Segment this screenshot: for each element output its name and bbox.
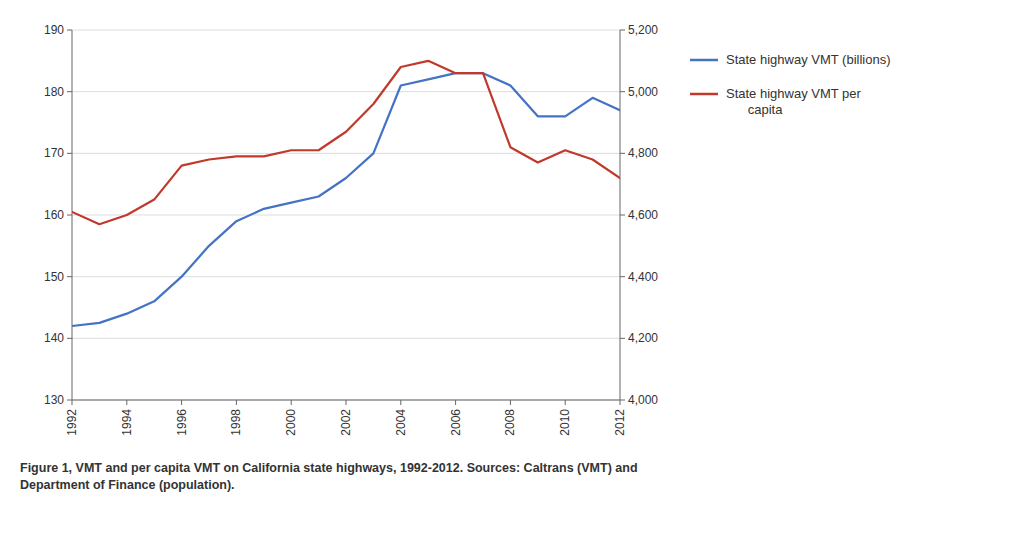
legend-swatch <box>690 59 718 62</box>
y2-tick-label: 4,000 <box>628 393 658 407</box>
y-tick <box>67 276 72 277</box>
x-tick <box>291 400 292 405</box>
y2-tick <box>620 400 625 401</box>
legend-swatch <box>690 93 718 96</box>
legend-label-line: capita <box>726 102 783 117</box>
caption-line: Figure 1, VMT and per capita VMT on Cali… <box>20 461 638 475</box>
y2-tick <box>620 215 625 216</box>
y2-tick <box>620 338 625 339</box>
y-tick-label: 160 <box>44 208 64 222</box>
y-tick-label: 180 <box>44 85 64 99</box>
y-tick <box>67 400 72 401</box>
x-tick-label: 2010 <box>558 409 572 436</box>
grid-line <box>72 215 620 216</box>
legend-label: State highway VMT per capita <box>726 86 862 117</box>
series-line <box>72 61 620 224</box>
x-tick-label: 2012 <box>613 409 627 436</box>
caption: Figure 1, VMT and per capita VMT on Cali… <box>20 461 638 492</box>
x-tick <box>455 400 456 405</box>
x-tick-label: 2004 <box>394 409 408 436</box>
axes: 1992 1994 1996 1998 2000 2002 2004 2006 2008 2010… <box>44 23 658 436</box>
y-tick <box>67 30 72 31</box>
y2-tick <box>620 30 625 31</box>
y-tick-label: 190 <box>44 23 64 37</box>
x-tick-label: 2006 <box>449 409 463 436</box>
grid-line <box>72 30 620 31</box>
y2-tick-label: 4,600 <box>628 208 658 222</box>
y-tick <box>67 91 72 92</box>
y2-tick-label: 4,200 <box>628 331 658 345</box>
x-tick <box>620 400 621 405</box>
y2-tick-label: 4,400 <box>628 270 658 284</box>
chart: 1992 1994 1996 1998 2000 2002 2004 2006 2008 2010… <box>0 0 1010 540</box>
x-tick <box>72 400 73 405</box>
grid <box>72 30 620 400</box>
x-tick-label: 1992 <box>65 409 79 436</box>
x-tick-label: 2000 <box>284 409 298 436</box>
x-tick-label: 2008 <box>503 409 517 436</box>
y2-tick <box>620 153 625 154</box>
grid-line <box>72 276 620 277</box>
y-tick-label: 140 <box>44 331 64 345</box>
y-tick <box>67 153 72 154</box>
y2-tick <box>620 276 625 277</box>
grid-line <box>72 91 620 92</box>
x-tick-label: 1996 <box>175 409 189 436</box>
y-tick-label: 170 <box>44 146 64 160</box>
x-tick-label: 1994 <box>120 409 134 436</box>
x-tick <box>346 400 347 405</box>
y2-tick <box>620 91 625 92</box>
legend-label: State highway VMT (billions) <box>726 52 891 67</box>
legend-label-line: State highway VMT (billions) <box>726 52 891 67</box>
x-tick <box>400 400 401 405</box>
x-tick <box>181 400 182 405</box>
x-tick <box>126 400 127 405</box>
y-tick-label: 150 <box>44 270 64 284</box>
x-tick-label: 1998 <box>229 409 243 436</box>
y-tick-label: 130 <box>44 393 64 407</box>
y2-tick-label: 5,000 <box>628 85 658 99</box>
y-tick <box>67 215 72 216</box>
y2-tick-label: 5,200 <box>628 23 658 37</box>
x-tick <box>510 400 511 405</box>
caption-line: Department of Finance (population). <box>20 478 235 492</box>
y2-tick-label: 4,800 <box>628 146 658 160</box>
series-group <box>72 61 620 326</box>
grid-line <box>72 338 620 339</box>
x-tick <box>236 400 237 405</box>
x-tick-label: 2002 <box>339 409 353 436</box>
grid-line <box>72 153 620 154</box>
legend-label-line: State highway VMT per <box>726 86 862 101</box>
x-tick <box>565 400 566 405</box>
legend: State highway VMT (billions) State highwa… <box>690 52 891 117</box>
y-tick <box>67 338 72 339</box>
